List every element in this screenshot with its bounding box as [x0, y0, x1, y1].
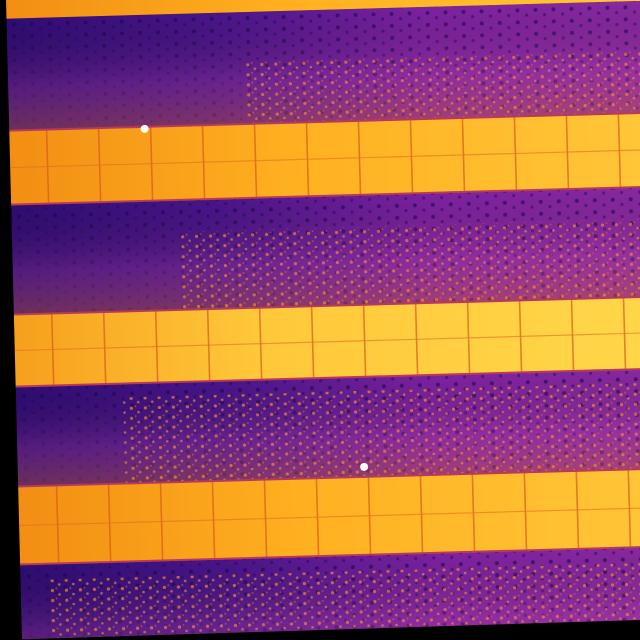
panel-row-1	[0, 111, 640, 207]
hotspot-1	[140, 124, 149, 133]
border-left	[0, 0, 22, 640]
panel-edge	[0, 184, 640, 207]
panel-mid-seam	[0, 148, 640, 170]
hotspot-2	[360, 462, 369, 471]
panel-row-top	[0, 0, 640, 20]
vegetation-strip-2	[0, 185, 640, 316]
panel-row-3	[0, 466, 640, 567]
panel-edge	[0, 366, 640, 389]
vegetation-strip-1	[0, 0, 640, 132]
panel-rows	[0, 111, 640, 567]
panel-edge	[0, 111, 640, 133]
vegetation-strip-3	[0, 367, 640, 488]
panel-mid-seam	[0, 506, 640, 528]
panel-row-2	[0, 294, 640, 389]
border-bottom	[0, 620, 640, 640]
panel-edge	[0, 544, 640, 567]
panel-edge	[0, 294, 640, 317]
panel-edge	[0, 466, 640, 489]
panel-mid-seam	[0, 331, 640, 353]
vegetation-strip-4	[0, 545, 640, 640]
